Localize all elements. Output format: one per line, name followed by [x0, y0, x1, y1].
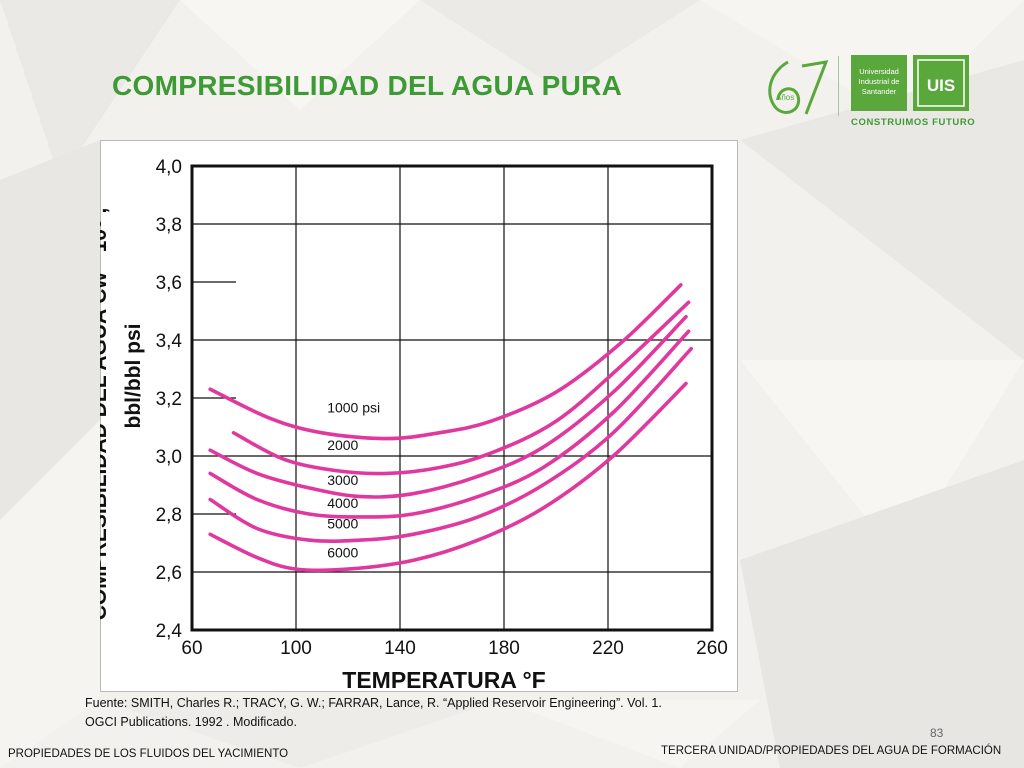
- uis-monogram-text: UIS: [927, 76, 955, 95]
- footer-unit: TERCERA UNIDAD/PROPIEDADES DEL AGUA DE F…: [661, 745, 1002, 757]
- x-tick-label: 140: [384, 638, 416, 659]
- series-label: 5000: [327, 516, 358, 532]
- series-label: 4000: [327, 495, 358, 511]
- x-tick-label: 220: [592, 638, 624, 659]
- series-label: 6000: [327, 545, 358, 561]
- y-axis-title: COMPRESIBILIDAD DEL AGUA Cw * 10⁶ ,: [100, 208, 111, 621]
- series-label: 2000: [327, 437, 358, 453]
- footer-course: PROPIEDADES DE LOS FLUIDOS DEL YACIMIENT…: [8, 748, 289, 760]
- y-tick-label: 3,2: [156, 389, 182, 410]
- series-line: [231, 300, 691, 476]
- y-tick-label: 2,6: [156, 563, 182, 584]
- x-tick-label: 260: [696, 638, 728, 659]
- y-tick-label: 4,0: [156, 157, 182, 178]
- source-caption: Fuente: SMITH, Charles R.; TRACY, G. W.;…: [85, 694, 662, 732]
- caption-line-2: OGCI Publications. 1992 . Modificado.: [85, 715, 297, 729]
- compressibility-chart: 2,4 2,6 2,8 3,0 3,2 3,4 3,6 3,8 4,0 60 100 140 180 22…: [100, 157, 728, 692]
- university-name: Universidad Industrial de Santander: [851, 55, 907, 111]
- x-tick-label: 100: [280, 638, 312, 659]
- logo-separator: [838, 56, 839, 116]
- y-axis-unit: bbl/bbl psi: [122, 324, 145, 429]
- anniversary-logo-icon: Años: [768, 60, 829, 115]
- series-line: [208, 329, 691, 519]
- anniversary-text: Años: [776, 93, 794, 102]
- series-line: [208, 346, 693, 543]
- series-line: [208, 315, 688, 499]
- y-tick-label: 3,0: [156, 447, 182, 468]
- x-axis-title: TEMPERATURA °F: [342, 667, 545, 692]
- y-tick-label: 3,4: [156, 331, 183, 352]
- series-line: [208, 283, 683, 441]
- x-tick-label: 180: [488, 638, 520, 659]
- y-tick-label: 3,8: [156, 215, 182, 236]
- series-label: 1000 psi: [327, 400, 380, 416]
- slide-title: COMPRESIBILIDAD DEL AGUA PURA: [112, 70, 623, 101]
- y-tick-label: 2,8: [156, 505, 182, 526]
- y-tick-label: 2,4: [156, 621, 183, 642]
- page-number: 83: [930, 726, 944, 740]
- plot-border: [190, 164, 714, 632]
- caption-line-1: Fuente: SMITH, Charles R.; TRACY, G. W.;…: [85, 696, 662, 710]
- university-slogan: CONSTRUIMOS FUTURO: [851, 117, 976, 128]
- x-tick-label: 60: [181, 638, 202, 659]
- uis-monogram-icon: UIS: [913, 55, 969, 111]
- series-label: 3000: [327, 472, 358, 488]
- y-tick-label: 3,6: [156, 273, 182, 294]
- series-line: [208, 381, 688, 573]
